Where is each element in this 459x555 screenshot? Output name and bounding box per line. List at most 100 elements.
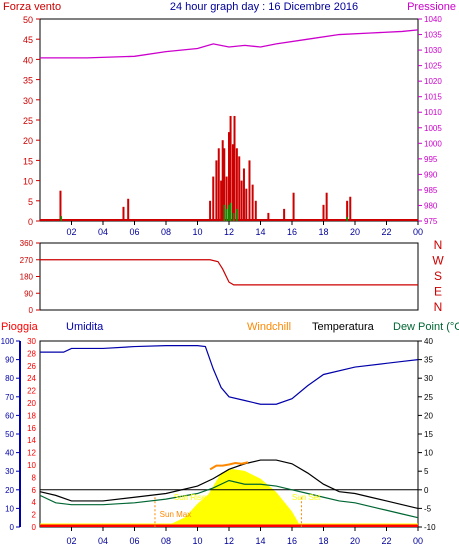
humidity-ytick-label: 60	[5, 411, 14, 420]
pressure-ytick-label: 1035	[424, 31, 442, 40]
temp-ytick-label: 5	[424, 467, 429, 476]
wind-gust-bar	[215, 160, 218, 221]
rain-ytick-label: 10	[27, 461, 36, 470]
wind-gust-bar	[59, 190, 62, 221]
legend-windchill: Windchill	[247, 321, 291, 333]
dir-ytick-label: 360	[20, 239, 34, 248]
rain-ytick-label: 2	[32, 511, 37, 520]
wind-ytick-label: 0	[28, 217, 33, 227]
pressure-ytick-label: 1000	[424, 139, 442, 148]
pressure-ytick-label: 1040	[424, 15, 442, 24]
wind-gust-bar	[127, 198, 130, 221]
rain-ytick-label: 24	[27, 374, 36, 383]
p1-xtick-label: 00	[413, 227, 423, 237]
p3-xtick-label: 04	[98, 536, 108, 546]
rain-ytick-label: 6	[32, 486, 37, 495]
temp-ytick-label: 30	[424, 374, 433, 383]
p1-xtick-label: 20	[350, 227, 360, 237]
p1-xtick-label: 02	[66, 227, 76, 237]
p3-xtick-label: 06	[129, 536, 139, 546]
wind-gust-bar	[251, 184, 254, 221]
dir-ytick-label: 90	[24, 289, 33, 298]
humidity-ytick-label: 20	[5, 486, 14, 495]
pressure-ytick-label: 1010	[424, 108, 442, 117]
p1-xtick-label: 04	[98, 227, 108, 237]
wind-gust-bar	[292, 192, 295, 221]
wind-ytick-label: 35	[23, 76, 33, 86]
header-right-label: Pressione	[407, 1, 456, 13]
wind-gust-bar	[229, 115, 232, 221]
rain-ytick-label: 0	[32, 523, 37, 532]
humidity-ytick-label: 100	[1, 337, 15, 346]
wind-ytick-label: 30	[23, 96, 33, 106]
pressure-ytick-label: 1015	[424, 93, 442, 102]
wind-avg-bar	[225, 208, 228, 221]
humidity-ytick-label: 70	[5, 393, 14, 402]
wind-gust-bar	[254, 200, 257, 221]
wind-avg-bar	[223, 204, 226, 221]
header-title: 24 hour graph day : 16 Dicembre 2016	[170, 1, 358, 13]
humidity-line	[40, 345, 419, 405]
rain-ytick-label: 16	[27, 424, 36, 433]
wind-gust-bar	[233, 115, 236, 221]
wind-gust-bar	[228, 132, 230, 221]
rain-ytick-label: 18	[27, 411, 36, 420]
wind-gust-bar	[349, 196, 352, 221]
wind-ytick-label: 25	[23, 116, 33, 126]
temp-ytick-label: -10	[424, 523, 436, 532]
dir-ytick-label: 180	[20, 273, 34, 282]
pressure-ytick-label: 975	[424, 217, 438, 226]
p3-xtick-label: 00	[413, 536, 423, 546]
compass-label: N	[434, 300, 443, 314]
wind-gust-bar	[235, 148, 238, 221]
legend-umidita: Umidita	[66, 321, 104, 333]
p1-xtick-label: 06	[129, 227, 139, 237]
wind-gust-bar	[225, 176, 228, 221]
compass-label: S	[434, 269, 442, 283]
temp-ytick-label: 25	[424, 393, 433, 402]
rain-ytick-label: 22	[27, 387, 36, 396]
p1-xtick-label: 16	[287, 227, 297, 237]
pressure-line	[40, 29, 419, 59]
p3-xtick-label: 20	[350, 536, 360, 546]
dir-ytick-label: 0	[29, 306, 34, 315]
rain-baseline	[40, 524, 418, 527]
wind-gust-bar	[223, 148, 226, 221]
humidity-ytick-label: 50	[5, 430, 14, 439]
wind-ytick-label: 20	[23, 136, 33, 146]
temp-ytick-label: 40	[424, 337, 433, 346]
wind-gust-bar	[209, 200, 212, 221]
wind-avg-bar	[232, 212, 235, 221]
legend-pioggia: Pioggia	[1, 321, 39, 333]
p1-xtick-label: 10	[192, 227, 202, 237]
wind-gust-bar	[231, 144, 234, 221]
rain-ytick-label: 30	[27, 337, 36, 346]
wind-avg-bar	[60, 216, 63, 221]
temp-ytick-label: 20	[424, 411, 433, 420]
wind-gust-bar	[217, 148, 220, 221]
pressure-ytick-label: 1020	[424, 77, 442, 86]
wind-gust-bar	[122, 206, 125, 221]
wind-gust-bar	[325, 192, 328, 221]
dewpoint-line	[39, 479, 419, 519]
pressure-ytick-label: 995	[424, 155, 438, 164]
legend-dewpoint: Dew Point (°C	[393, 321, 459, 333]
rain-ytick-label: 20	[27, 399, 36, 408]
wind-direction-line	[40, 259, 418, 286]
wind-ytick-label: 40	[23, 55, 33, 65]
wind-ytick-label: 50	[23, 15, 33, 25]
wind-avg-bar	[236, 208, 238, 221]
pressure-ytick-label: 990	[424, 170, 438, 179]
wind-ytick-label: 15	[23, 156, 33, 166]
rain-ytick-label: 28	[27, 349, 36, 358]
pressure-ytick-label: 985	[424, 186, 438, 195]
panel2-frame	[39, 242, 419, 311]
rain-ytick-label: 14	[27, 436, 36, 445]
wind-ytick-label: 5	[28, 197, 33, 207]
p1-xtick-label: 18	[318, 227, 328, 237]
wind-avg-bar	[228, 204, 230, 221]
p3-xtick-label: 12	[224, 536, 234, 546]
humidity-ytick-label: 0	[10, 523, 15, 532]
